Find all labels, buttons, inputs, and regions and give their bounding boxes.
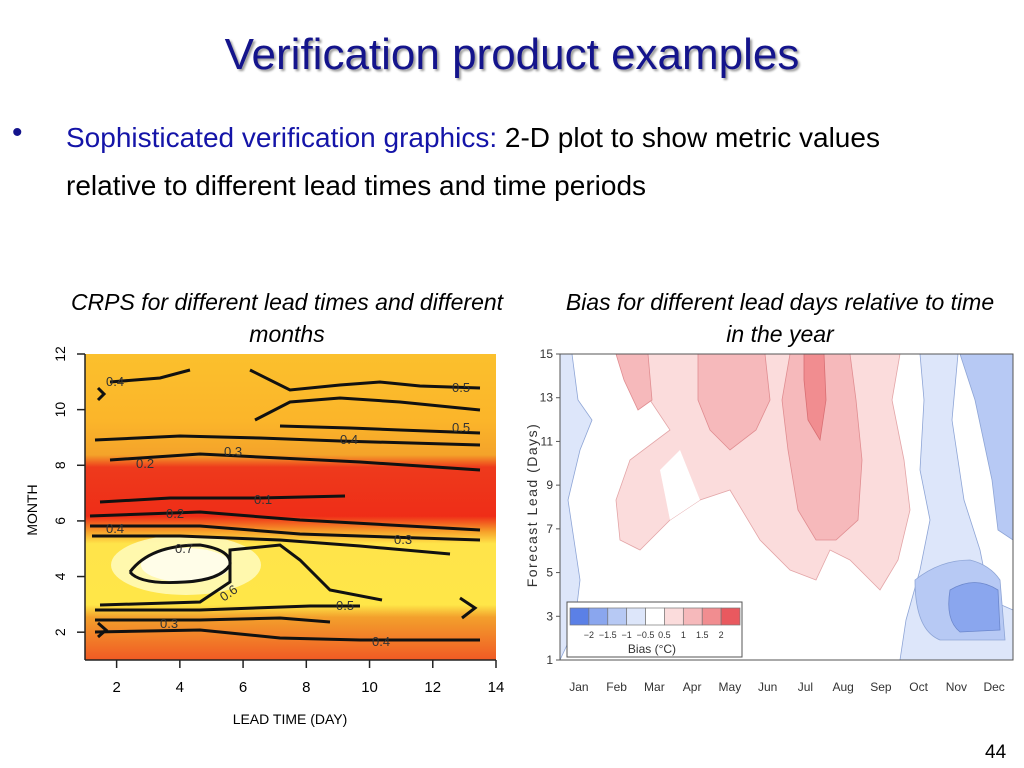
- colorbar-swatch: [682, 607, 703, 626]
- bias-field: [559, 353, 1014, 661]
- contour-label: 0.4: [340, 432, 358, 447]
- bias-x-tick-label: Jul: [798, 680, 813, 694]
- colorbar-tick-label: 2: [719, 630, 724, 640]
- crps-y-axis-label: MONTH: [24, 484, 40, 535]
- bias-y-tick-label: 3: [546, 609, 553, 623]
- crps-y-tick-label: 8: [52, 461, 68, 469]
- bullet-lead: Sophisticated verification graphics:: [66, 122, 498, 153]
- crps-y-tick-label: 4: [52, 572, 68, 580]
- colorbar-swatch: [720, 607, 741, 626]
- crps-x-tick-label: 6: [239, 679, 247, 696]
- crps-field-highlight: [141, 548, 231, 582]
- contour-label: 0.1: [254, 492, 272, 507]
- crps-contours: [89, 368, 481, 642]
- crps-x-tick-label: 2: [112, 679, 120, 696]
- contour-label: 0.4: [106, 521, 124, 536]
- contour-label: 0.3: [160, 616, 178, 631]
- colorbar-swatch: [664, 607, 684, 626]
- crps-x-tick-label: 14: [488, 679, 505, 696]
- colorbar-tick-label: 1.5: [696, 630, 709, 640]
- bias-x-tick-label: Apr: [683, 680, 702, 694]
- crps-y-tick-label: 12: [52, 346, 68, 362]
- colorbar-title: Bias (°C): [628, 642, 676, 656]
- bias-x-tick-label: Dec: [983, 680, 1004, 694]
- colorbar-swatches: [569, 607, 741, 626]
- crps-heatmap-chart: 0.4 0.5 0.5 0.4 0.3 0.2 0.1 0.2 0.4 0.3 …: [24, 346, 504, 727]
- colorbar-ticks: −2 −1.5 −1 −0.5 0.5 1 1.5 2: [584, 630, 724, 640]
- bias-y-tick-label: 1: [546, 653, 553, 667]
- crps-axes: [84, 354, 496, 661]
- contour-label: 0.5: [452, 420, 470, 435]
- contour-label: 0.2: [136, 456, 154, 471]
- bias-x-tick-label: Nov: [946, 680, 967, 694]
- crps-plot-field: [85, 354, 496, 660]
- bias-x-tick-label: Jun: [758, 680, 777, 694]
- contour-label: 0.3: [394, 532, 412, 547]
- bias-x-tick-label: Oct: [909, 680, 928, 694]
- bias-x-ticks: Jan Feb Mar Apr May Jun Jul Aug Sep Oct Nov Dec: [569, 680, 1005, 694]
- crps-x-axis-label: LEAD TIME (DAY): [233, 711, 348, 727]
- bias-y-axis-label: Forecast Lead (Days): [524, 423, 540, 588]
- colorbar-tick-label: 1: [681, 630, 686, 640]
- right-figure-caption: Bias for different lead days relative to…: [565, 289, 995, 347]
- colorbar-swatch: [607, 607, 628, 626]
- slide-title: Verification product examples: [224, 30, 800, 79]
- bias-y-tick-label: 9: [546, 478, 553, 492]
- bullet-dot: •: [12, 116, 23, 149]
- colorbar-tick-label: −1: [622, 630, 632, 640]
- colorbar-swatch: [701, 607, 722, 626]
- bullet-rest: 2-D plot to show metric values relative …: [66, 122, 880, 201]
- bias-x-tick-label: Aug: [832, 680, 853, 694]
- crps-y-tick-label: 6: [52, 517, 68, 525]
- bias-y-tick-label: 7: [546, 522, 553, 536]
- contour-label: 0.5: [336, 598, 354, 613]
- crps-y-tick-label: 2: [52, 628, 68, 636]
- bias-x-tick-label: Feb: [606, 680, 627, 694]
- crps-contour-labels: 0.4 0.5 0.5 0.4 0.3 0.2 0.1 0.2 0.4 0.3 …: [106, 374, 470, 649]
- colorbar-swatch: [569, 607, 590, 626]
- crps-x-tick-label: 4: [176, 679, 184, 696]
- bias-y-tick-label: 5: [546, 566, 553, 580]
- bias-y-tick-label: 15: [540, 347, 554, 361]
- colorbar-tick-label: −1.5: [599, 630, 617, 640]
- contour-label: 0.7: [175, 541, 193, 556]
- crps-x-tick-label: 12: [424, 679, 441, 696]
- bullet-text: Sophisticated verification graphics: 2-D…: [66, 114, 966, 210]
- bias-x-tick-label: Sep: [870, 680, 892, 694]
- crps-x-tick-label: 8: [302, 679, 310, 696]
- contour-label: 0.3: [224, 444, 242, 459]
- left-figure-caption: CRPS for different lead times and differ…: [70, 289, 504, 347]
- bias-x-tick-label: Jan: [569, 680, 588, 694]
- colorbar-tick-label: 0.5: [658, 630, 671, 640]
- contour-label: 0.5: [452, 380, 470, 395]
- crps-y-tick-label: 10: [52, 402, 68, 418]
- bias-x-tick-label: Mar: [644, 680, 665, 694]
- colorbar-tick-label: −0.5: [637, 630, 655, 640]
- bias-colorbar-legend: −2 −1.5 −1 −0.5 0.5 1 1.5 2 Bias (°C): [566, 601, 743, 658]
- bias-y-tick-label: 13: [540, 391, 554, 405]
- colorbar-tick-label: −2: [584, 630, 594, 640]
- bias-x-tick-label: May: [719, 680, 742, 694]
- crps-y-ticks: 2 4 6 8 10 12: [52, 346, 85, 636]
- crps-x-ticks: 2 4 6 8 10 12 14: [112, 660, 504, 696]
- bias-axes: [559, 353, 1014, 661]
- bias-y-tick-label: 11: [541, 434, 554, 448]
- crps-x-tick-label: 10: [361, 679, 378, 696]
- page-number: 44: [985, 742, 1007, 763]
- colorbar-swatch: [645, 607, 665, 626]
- contour-label: 0.4: [372, 634, 390, 649]
- contour-label: 0.4: [106, 374, 124, 389]
- colorbar-swatch: [588, 607, 609, 626]
- contour-label: 0.2: [166, 506, 184, 521]
- colorbar-swatch: [626, 607, 646, 626]
